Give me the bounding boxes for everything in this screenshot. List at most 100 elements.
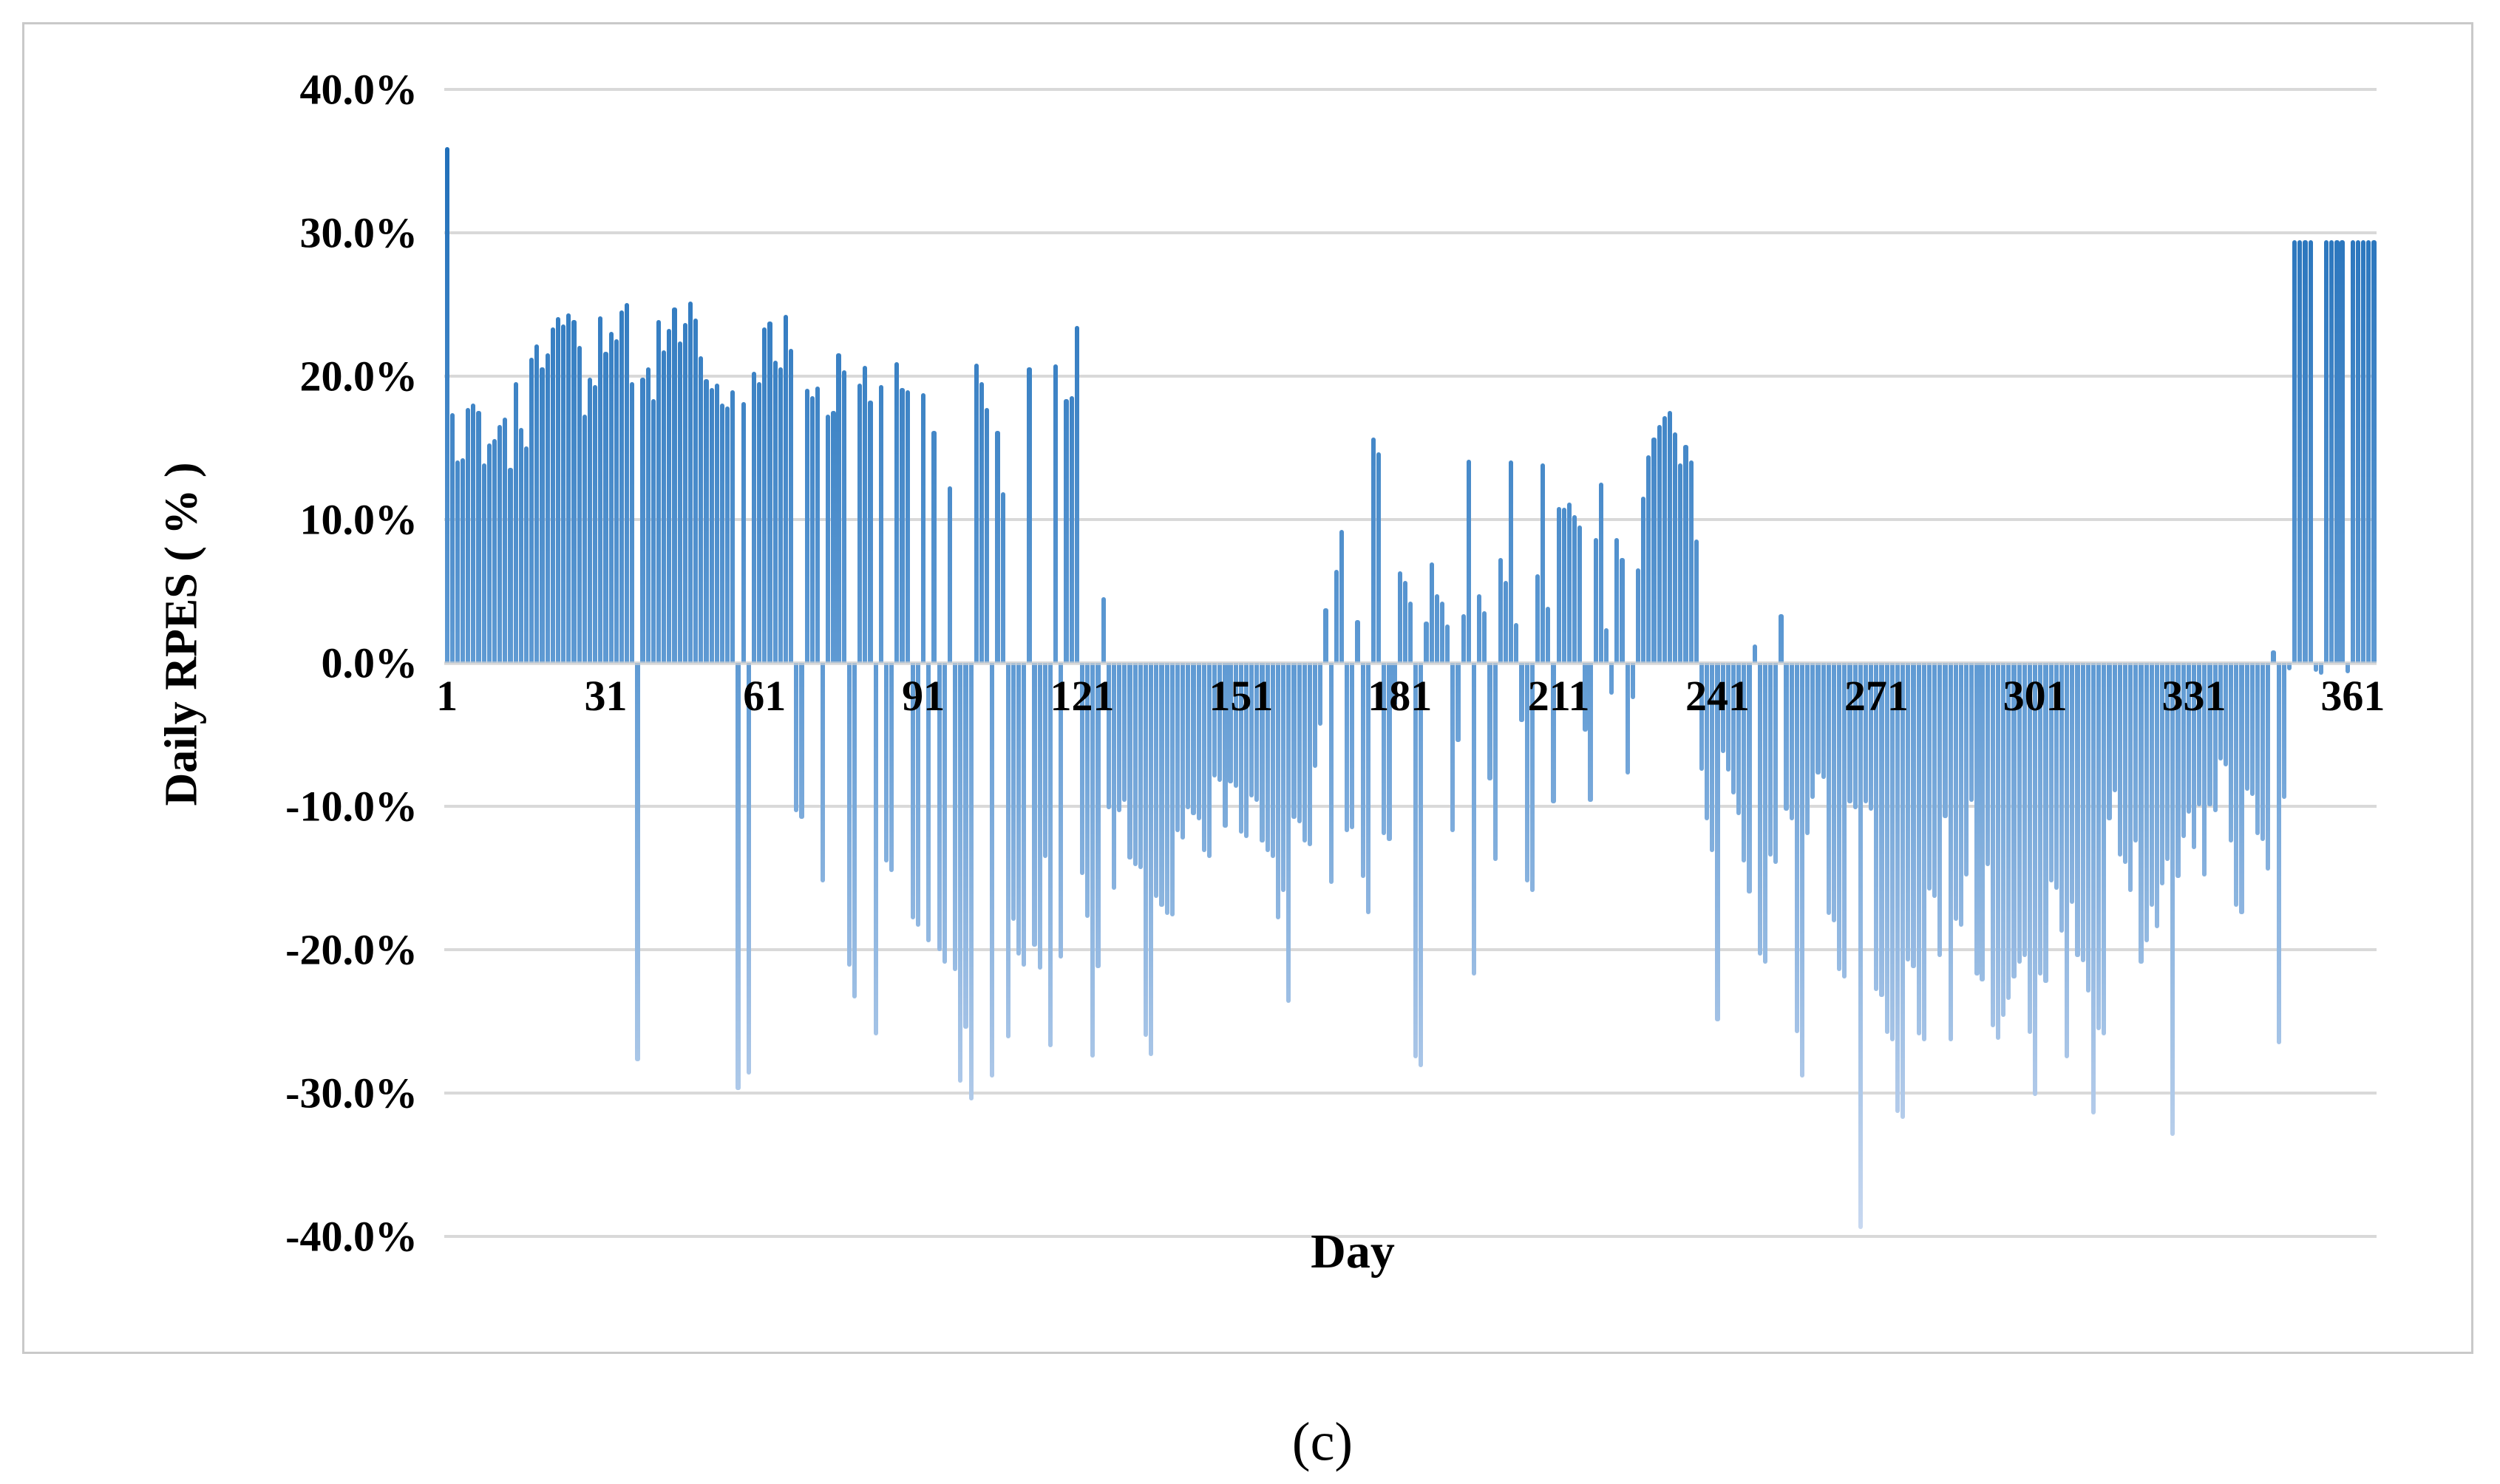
bar xyxy=(937,663,942,951)
x-tick-label: 271 xyxy=(1844,672,1909,720)
bar xyxy=(1424,621,1429,663)
bar xyxy=(2292,239,2297,663)
bar xyxy=(1662,416,1667,663)
bar xyxy=(2027,663,2033,1035)
bar xyxy=(1402,581,1407,663)
bar xyxy=(444,146,449,663)
bar xyxy=(789,349,794,663)
x-tick-label: 151 xyxy=(1209,672,1274,720)
bar xyxy=(1985,663,1990,867)
bar xyxy=(1815,663,1821,775)
bar xyxy=(2107,663,2112,821)
bar xyxy=(1334,569,1339,663)
bar xyxy=(778,367,783,663)
bar xyxy=(1683,445,1688,663)
bar xyxy=(1699,663,1705,771)
bar xyxy=(1159,663,1164,907)
gridline xyxy=(444,1092,2377,1095)
bar xyxy=(1270,663,1275,858)
bar xyxy=(1196,663,1201,821)
bar xyxy=(508,468,513,663)
bar xyxy=(2229,663,2234,843)
bar xyxy=(2313,663,2318,672)
bar xyxy=(1509,460,1514,663)
bar xyxy=(762,327,767,663)
bar xyxy=(2006,663,2011,1000)
bar xyxy=(1323,608,1328,663)
bar xyxy=(476,410,481,663)
x-tick-label: 361 xyxy=(2320,672,2385,720)
bar xyxy=(1450,663,1455,832)
bar xyxy=(1620,558,1625,663)
bar xyxy=(2038,663,2043,976)
bar xyxy=(1730,663,1736,795)
x-tick-label: 211 xyxy=(1527,672,1590,720)
bar xyxy=(894,361,900,663)
bar xyxy=(1598,482,1603,663)
bar xyxy=(1106,663,1111,809)
x-tick-label: 31 xyxy=(584,672,628,720)
bar xyxy=(1434,593,1439,663)
bar xyxy=(2139,663,2144,964)
bar xyxy=(1990,663,1995,1027)
bar xyxy=(767,321,772,663)
bar xyxy=(931,430,937,663)
bar xyxy=(1085,663,1090,919)
bar xyxy=(577,346,582,663)
bar xyxy=(1228,663,1233,783)
bar xyxy=(1948,663,1953,1042)
bar xyxy=(873,663,878,1036)
bar xyxy=(2297,239,2303,663)
bar xyxy=(1413,663,1419,1059)
bar xyxy=(635,663,640,1062)
bar xyxy=(2159,663,2165,885)
bar xyxy=(1831,663,1837,923)
bar xyxy=(2112,663,2117,792)
bar xyxy=(587,377,593,663)
bar xyxy=(687,302,693,663)
bar xyxy=(1297,663,1302,824)
bar xyxy=(662,350,667,663)
bar xyxy=(2080,663,2085,963)
bar xyxy=(751,372,757,663)
bar xyxy=(2186,663,2191,814)
bar xyxy=(1541,463,1546,663)
bar xyxy=(1000,492,1005,663)
bar xyxy=(1667,410,1673,663)
bar xyxy=(1916,663,1921,1036)
bar xyxy=(518,427,523,663)
bar xyxy=(2223,663,2229,766)
bar xyxy=(1005,663,1010,1039)
bar xyxy=(2128,663,2133,893)
bar xyxy=(1535,573,1541,663)
y-tick-label: 10.0% xyxy=(299,495,418,544)
x-tick-label: 61 xyxy=(743,672,787,720)
bar xyxy=(1566,502,1572,663)
bar xyxy=(1583,663,1588,732)
bar xyxy=(1651,438,1657,663)
bar xyxy=(1047,663,1053,1047)
bar xyxy=(741,401,746,663)
bar xyxy=(2355,239,2361,663)
bar xyxy=(651,399,656,663)
bar xyxy=(1514,622,1519,663)
bar xyxy=(550,327,555,663)
bar xyxy=(1238,663,1243,834)
bar xyxy=(1053,364,1059,663)
bar xyxy=(2149,663,2154,907)
bar xyxy=(1546,607,1551,663)
bar xyxy=(667,328,672,663)
bar xyxy=(2090,663,2096,1115)
bar xyxy=(1847,663,1852,804)
bar xyxy=(2117,663,2122,857)
bar xyxy=(1895,663,1901,1114)
bar xyxy=(783,314,789,663)
bar xyxy=(2371,239,2377,663)
bar xyxy=(2144,663,2149,943)
bar xyxy=(1149,663,1154,1056)
bar xyxy=(534,344,540,663)
bar xyxy=(857,383,863,663)
bar xyxy=(1206,663,1212,858)
bar xyxy=(1260,663,1265,843)
bar xyxy=(863,366,868,663)
